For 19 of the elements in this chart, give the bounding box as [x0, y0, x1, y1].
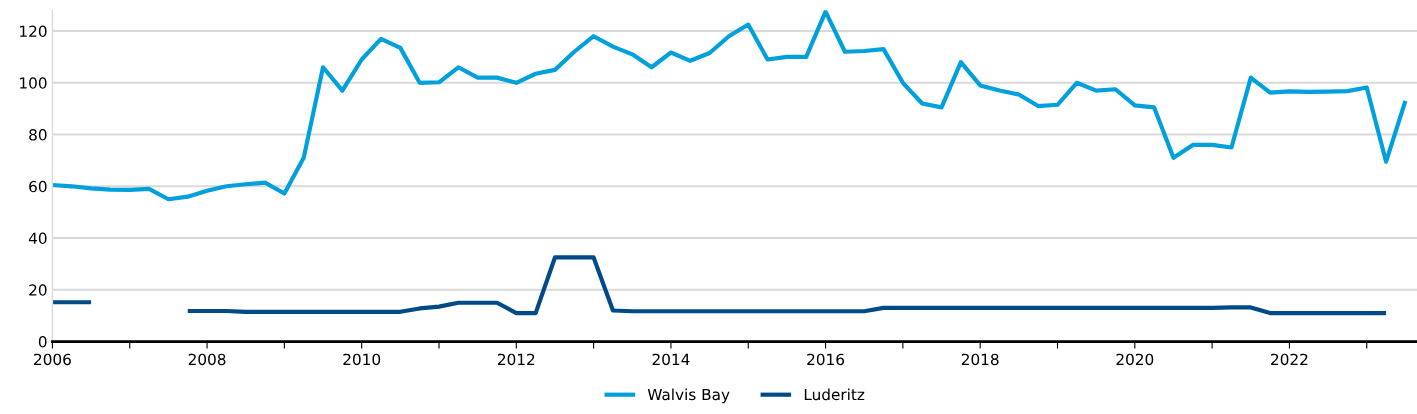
x-tick-label: 2016 [807, 353, 845, 366]
x-tick-label: 2012 [497, 353, 535, 366]
y-tick-label: 60 [29, 180, 47, 193]
y-tick-label: 20 [29, 284, 47, 296]
x-tick-label: 2008 [188, 353, 226, 366]
line-series [52, 10, 1408, 202]
x-tick-label: 2014 [652, 353, 690, 366]
x-tick-label: 2010 [343, 353, 381, 366]
x-tick-label: 2020 [1116, 353, 1154, 366]
y-tick-label: 120 [20, 25, 47, 38]
x-tick-label: 2006 [34, 353, 71, 366]
y-tick-label: 100 [20, 77, 47, 89]
legend-label: Walvis Bay [647, 388, 730, 404]
x-tick-label: 2018 [961, 353, 999, 366]
legend-label: Luderitz [804, 388, 865, 401]
x-tick-label: 2022 [1271, 353, 1308, 366]
y-tick-label: 80 [29, 129, 47, 141]
y-tick-label: 0 [38, 336, 47, 348]
y-tick-label: 40 [28, 232, 47, 245]
